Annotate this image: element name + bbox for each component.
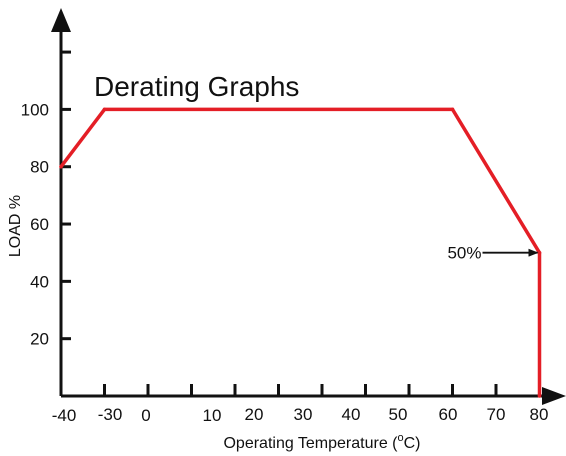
x-tick-label-30: 30 xyxy=(294,405,313,424)
x-tick-label-20: 20 xyxy=(245,405,264,424)
chart-title: Derating Graphs xyxy=(94,71,299,102)
x-tick-label-70: 70 xyxy=(487,405,506,424)
y-tick-label-100: 100 xyxy=(21,100,49,119)
x-axis-label-end: C) xyxy=(404,435,421,452)
series-point-1 xyxy=(102,107,107,112)
series-point-3 xyxy=(537,250,542,255)
x-ticks: -40 -30 0 10 20 30 40 50 60 70 80 xyxy=(52,384,549,425)
series-point-0 xyxy=(59,164,63,169)
x-tick-label-0: 0 xyxy=(141,406,150,425)
x-axis-label-main: Operating Temperature ( xyxy=(223,435,398,452)
annotation-label: 50% xyxy=(447,244,481,263)
series-point-2 xyxy=(450,107,455,112)
y-axis-label: LOAD % xyxy=(7,195,24,257)
x-axis-arrowhead xyxy=(542,387,566,405)
x-axis-label: Operating Temperature (oC) xyxy=(223,432,420,452)
series-point-4 xyxy=(537,394,542,398)
y-tick-label-40: 40 xyxy=(30,272,49,291)
y-axis-arrowhead xyxy=(51,8,71,32)
annotation-50: 50% xyxy=(447,244,539,263)
x-tick-label-10: 10 xyxy=(203,406,222,425)
x-axis-label-sup: o xyxy=(398,432,404,444)
axes xyxy=(51,8,566,405)
series-points xyxy=(59,107,542,398)
y-tick-label-80: 80 xyxy=(30,158,49,177)
y-tick-label-20: 20 xyxy=(30,330,49,349)
x-tick-label-60: 60 xyxy=(439,405,458,424)
y-ticks: 20 40 60 80 100 xyxy=(21,50,71,349)
x-tick-label-80: 80 xyxy=(530,405,549,424)
y-tick-label-60: 60 xyxy=(30,215,49,234)
x-tick-label-50: 50 xyxy=(389,405,408,424)
x-tick-label--30: -30 xyxy=(98,405,123,424)
x-tick-label--40: -40 xyxy=(52,406,77,425)
x-tick-label-40: 40 xyxy=(342,405,361,424)
